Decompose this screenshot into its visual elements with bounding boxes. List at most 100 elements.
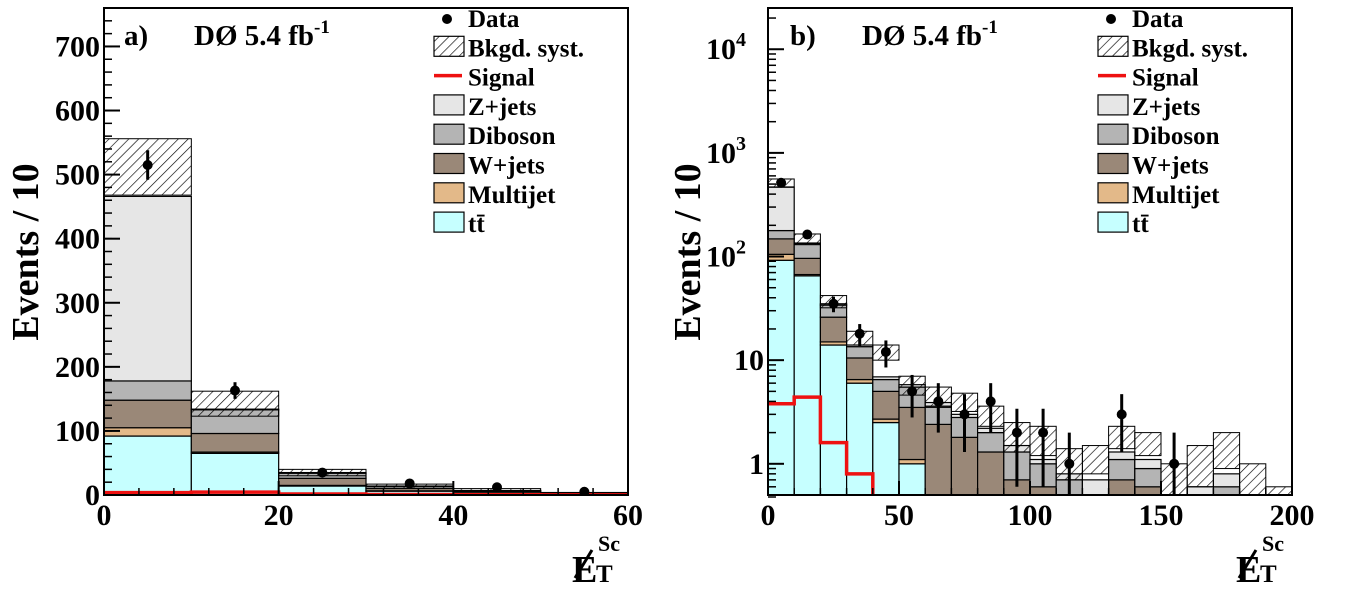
- panel-b-bar-wjets: [794, 258, 820, 274]
- panel-b-data-point: [1038, 428, 1048, 438]
- panel-a-legend-marker-multijet: [434, 183, 464, 203]
- panel-b-data-point: [1117, 409, 1127, 419]
- panel-a-y-tick-label: 500: [55, 159, 100, 192]
- panel-b-bkgd-syst-band: [1135, 433, 1161, 456]
- panel-b-bar-wjets: [820, 317, 846, 342]
- panel-a-x-axis-label-main: E: [572, 549, 597, 588]
- panel-a-x-tick-label: 60: [613, 499, 643, 532]
- panel-b-data-point: [776, 178, 786, 188]
- panel-b-bar-wjets: [768, 239, 794, 254]
- panel-b-legend-marker-diboson: [1098, 124, 1128, 144]
- panel-b-x-axis-label-main: E: [1236, 549, 1261, 588]
- panel-a-bar-diboson: [104, 381, 191, 400]
- panel-a-y-tick-label: 100: [55, 415, 100, 448]
- panel-a-data-point: [405, 478, 415, 488]
- panel-a-legend-marker-ttbar: [434, 212, 464, 232]
- panel-a-y-tick-label: 300: [55, 287, 100, 320]
- panel-b-y-tick-base: 10: [706, 33, 736, 66]
- panel-b-legend-marker-multijet: [1098, 183, 1128, 203]
- panel-b-bar-zjets: [873, 377, 899, 380]
- panel-a-legend-marker-diboson: [434, 124, 464, 144]
- panel-b-x-axis-label-sub: T: [1260, 561, 1277, 588]
- panel-b-data-point: [1064, 459, 1074, 469]
- panel-b-bar-ttbar: [820, 345, 846, 497]
- panel-b-data-point: [907, 386, 917, 396]
- panel-a-label: a): [124, 20, 148, 52]
- panel-a-data-point: [492, 482, 502, 492]
- panel-b-legend-label-wjets: W+jets: [1132, 153, 1209, 180]
- panel-b-data-point: [881, 347, 891, 357]
- panel-a-stamp-sup: -1: [314, 17, 330, 38]
- panel-a-legend-marker-zjets: [434, 95, 464, 115]
- panel-a-legend-marker-wjets: [434, 154, 464, 174]
- panel-b-legend-label-data: Data: [1132, 6, 1184, 33]
- panel-b-legend-label-multijet: Multijet: [1132, 182, 1220, 209]
- panel-b-legend-label-ttbar: tt̄: [1132, 211, 1149, 238]
- panel-b-data-point: [802, 230, 812, 240]
- panel-a-bar-wjets: [191, 433, 278, 452]
- panel-b-data-point: [933, 396, 943, 406]
- panel-a-x-tick-label: 20: [264, 499, 294, 532]
- panel-b-bar-diboson: [873, 380, 899, 392]
- panel-b-y-tick-label: 1: [749, 448, 764, 481]
- panel-b-data-point: [986, 396, 996, 406]
- panel-b-stamp: DØ 5.4 fb-1: [862, 17, 998, 52]
- panel-b-x-tick-label: 200: [1270, 499, 1315, 532]
- panel-b-legend-marker-ttbar: [1098, 212, 1128, 232]
- panel-a-data-point: [143, 160, 153, 170]
- panel-b-bar-wjets: [978, 452, 1004, 497]
- panel-a-stamp-text: DØ 5.4 fb: [194, 20, 314, 52]
- panel-b-bar-ttbar: [899, 464, 925, 497]
- panel-a-y-tick-label: 200: [55, 351, 100, 384]
- panel-b-bkgd-syst-band: [1213, 433, 1239, 469]
- panel-a-y-tick-label: 0: [85, 479, 100, 512]
- panel-a-x-axis-label-sub: T: [596, 561, 613, 588]
- panel-b-y-tick-exponent: 2: [736, 237, 746, 259]
- panel-b-y-tick-label: 103: [706, 133, 746, 170]
- panel-a-y-tick-label: 700: [55, 30, 100, 63]
- panel-b-legend-label-signal: Signal: [1132, 65, 1199, 92]
- panel-b-bar-ttbar: [794, 276, 820, 497]
- panel-b-y-tick-exponent: 4: [736, 29, 746, 51]
- panel-b-bar-zjets: [1135, 460, 1161, 469]
- panel-b-bar-zjets: [1109, 452, 1135, 460]
- panel-a-y-tick-label: 400: [55, 223, 100, 256]
- panel-b-bar-wjets: [847, 358, 873, 380]
- panel-a-x-axis-label-sup: Sc: [598, 531, 620, 556]
- panel-b-legend-marker-data: [1106, 14, 1116, 24]
- panel-b-bar-diboson: [794, 244, 820, 259]
- panel-b-data-point: [1012, 428, 1022, 438]
- panel-b-x-tick-label: 150: [1139, 499, 1184, 532]
- panel-a-bar-wjets: [279, 478, 366, 485]
- panel-a-data-point: [230, 386, 240, 396]
- panel-b-legend-label-bkgd-syst: Bkgd. syst.: [1132, 35, 1248, 62]
- panel-a-legend-label-bkgd-syst: Bkgd. syst.: [468, 35, 584, 62]
- panel-b-bar-ttbar: [768, 260, 794, 497]
- panel-a-bar-ttbar: [191, 453, 278, 495]
- panel-b-x-tick-label: 50: [884, 499, 914, 532]
- panel-b-y-tick-exponent: 3: [736, 133, 746, 155]
- panel-b-y-tick-base: 10: [706, 137, 736, 170]
- panel-b-x-axis-label: E T Sc: [1236, 531, 1284, 588]
- panel-a-stamp: DØ 5.4 fb-1: [194, 17, 330, 52]
- panel-b-legend-marker-bkgd-syst: [1098, 36, 1128, 56]
- panel-a-data-point: [317, 468, 327, 478]
- panel-b-x-axis-label-sup: Sc: [1262, 531, 1284, 556]
- panel-b-bar-diboson: [847, 347, 873, 358]
- panel-b-data-point: [855, 329, 865, 339]
- panel-a-legend-label-signal: Signal: [468, 65, 535, 92]
- panel-a-bar-wjets: [104, 400, 191, 428]
- panel-a-y-axis-label: Events / 10: [5, 163, 47, 340]
- panel-b-bkgd-syst-band: [1240, 464, 1266, 497]
- panel-b-stamp-text: DØ 5.4 fb: [862, 20, 982, 52]
- panel-b-stamp-sup: -1: [982, 17, 998, 38]
- panel-a-legend-label-wjets: W+jets: [468, 153, 545, 180]
- panel-b-bar-zjets: [1213, 474, 1239, 487]
- panel-b-y-axis-label: Events / 10: [667, 163, 709, 340]
- panel-b-label: b): [790, 20, 816, 52]
